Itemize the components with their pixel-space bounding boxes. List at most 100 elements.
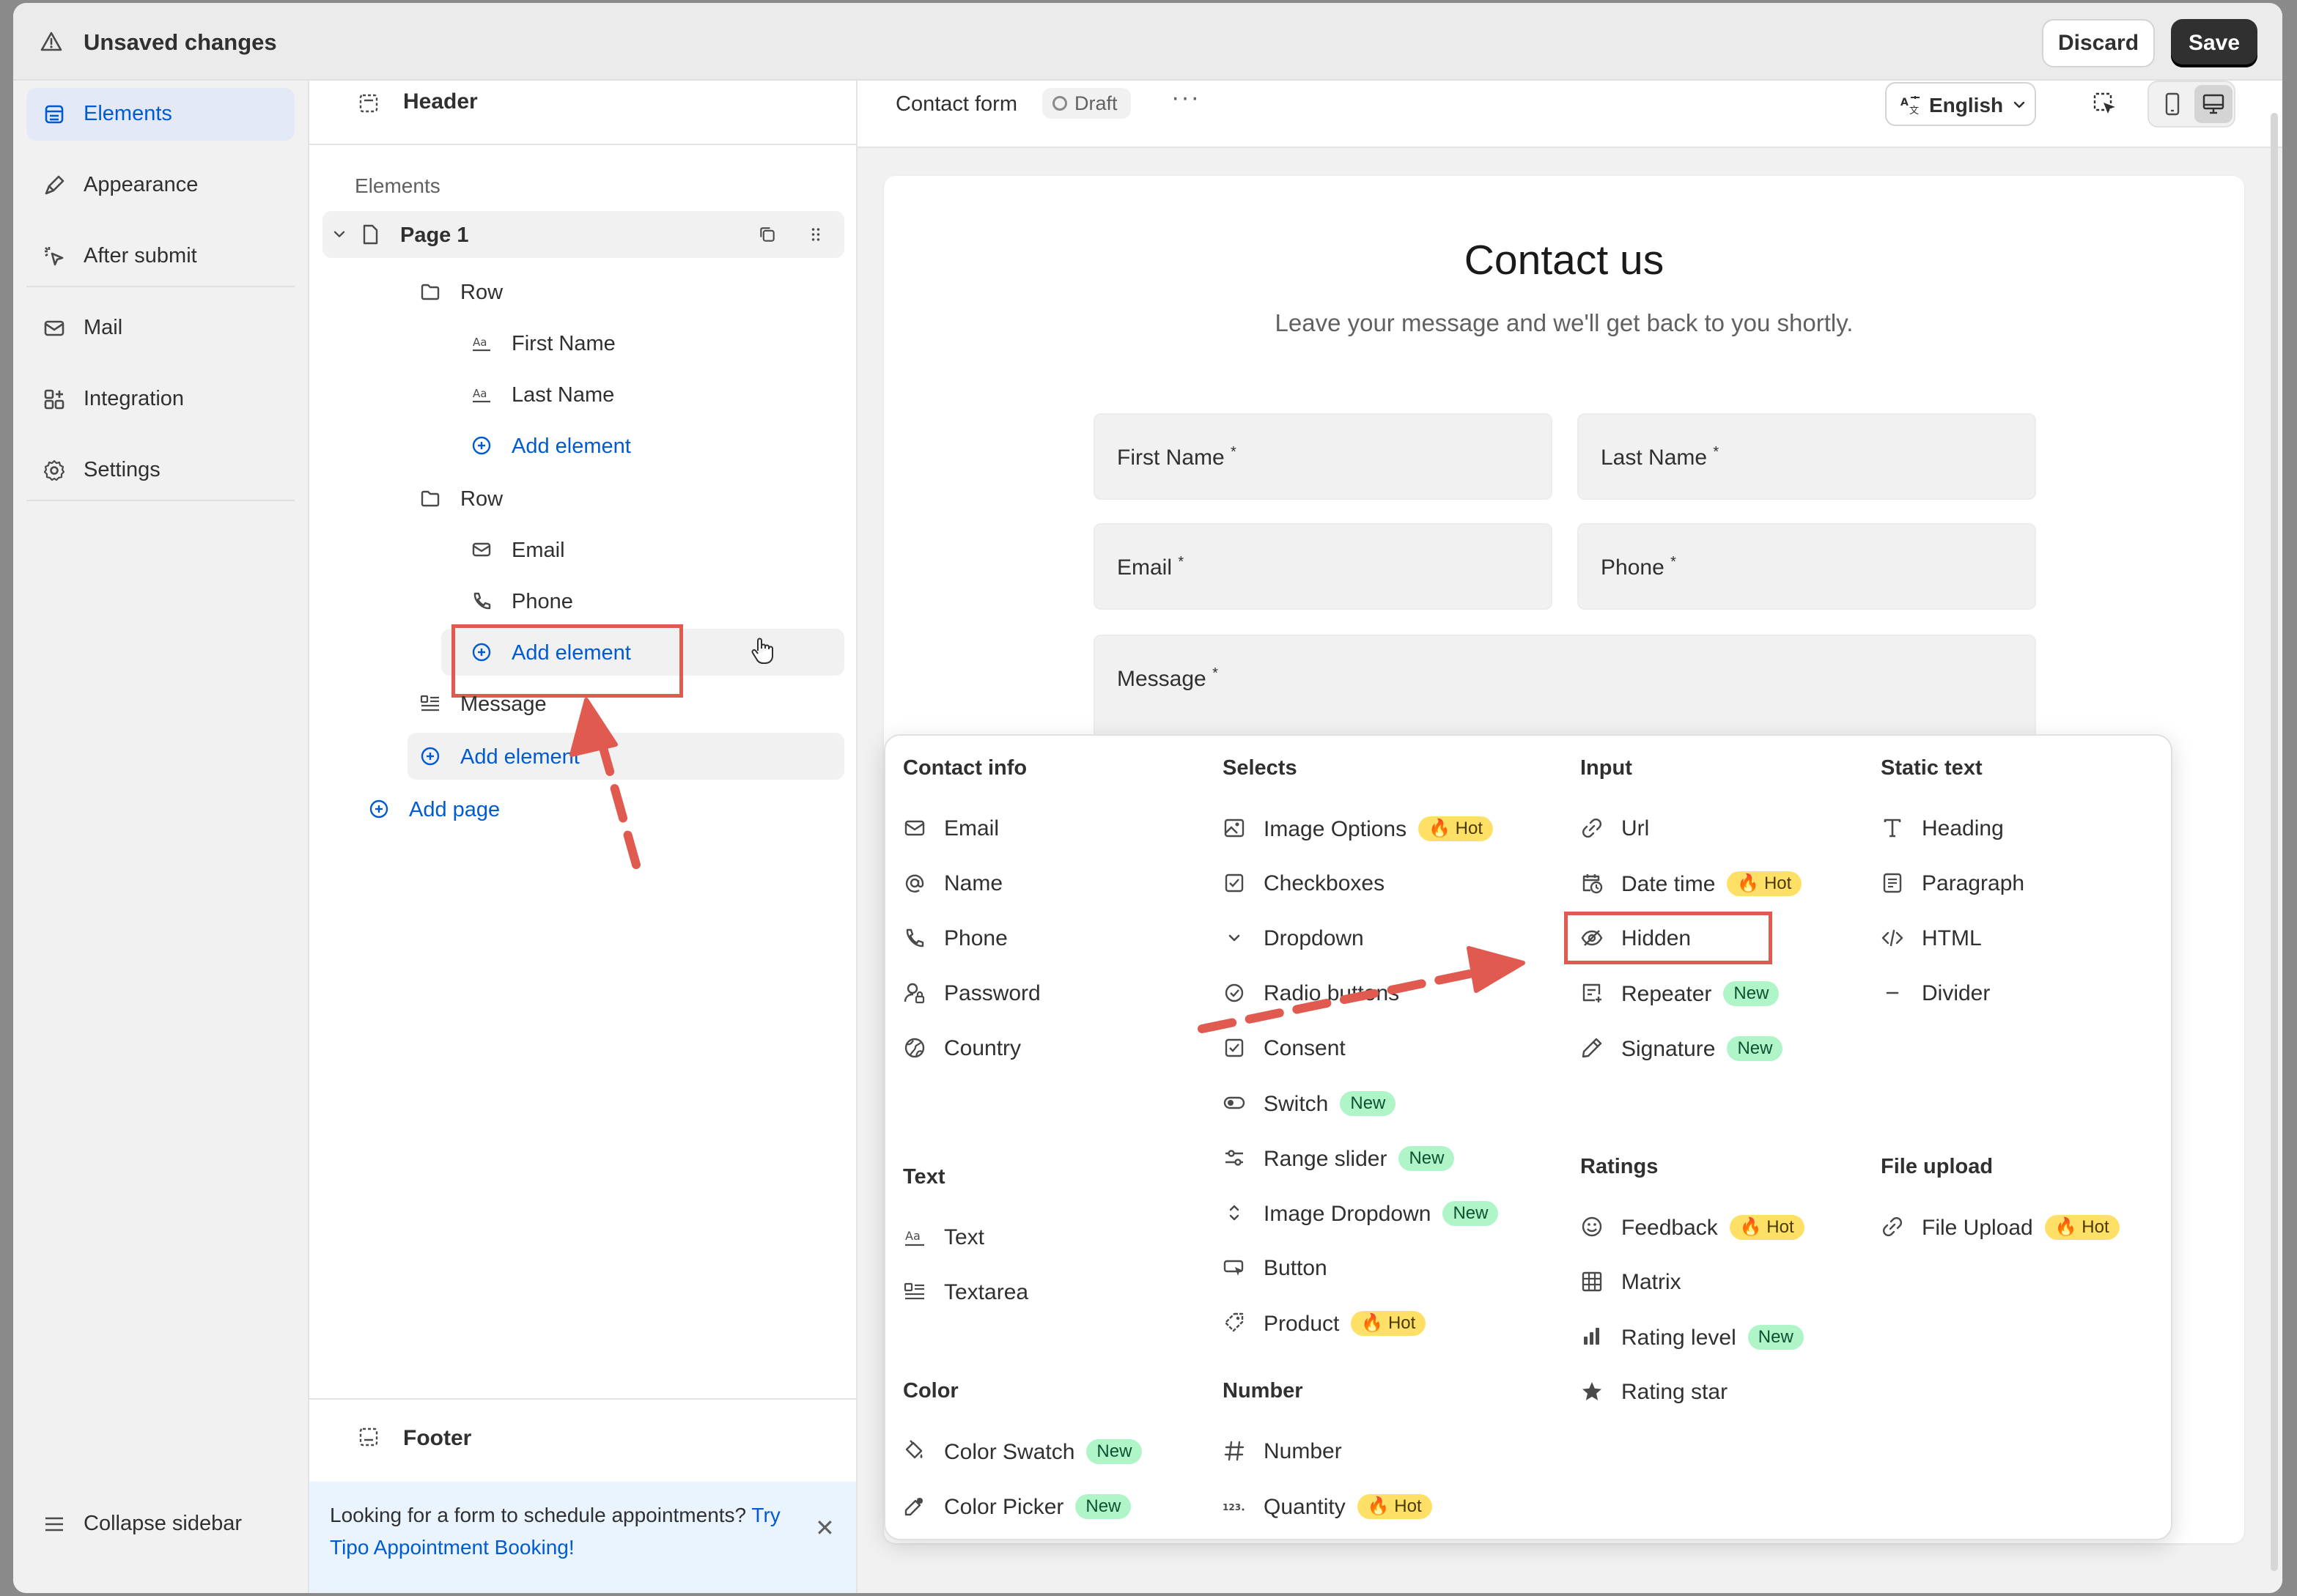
option-html[interactable]: HTML: [1881, 917, 2145, 958]
option-rating-level[interactable]: Rating level New: [1580, 1316, 1859, 1357]
duplicate-icon[interactable]: [758, 225, 777, 244]
option-label: Consent: [1264, 1036, 1346, 1060]
add-page-label: Add page: [409, 798, 501, 821]
option-email[interactable]: Email: [903, 808, 1196, 849]
option-label: Product 🔥 Hot: [1264, 1311, 1426, 1337]
close-icon[interactable]: ✕: [815, 1515, 835, 1541]
option-label: Feedback 🔥 Hot: [1621, 1215, 1804, 1241]
sidebar-item-appearance[interactable]: Appearance: [26, 159, 295, 212]
slider-icon: [1225, 1150, 1243, 1166]
sidebar-item-label: Mail: [84, 316, 123, 339]
option-name[interactable]: Name: [903, 862, 1196, 904]
discard-button[interactable]: Discard: [2042, 19, 2155, 67]
last-name-field[interactable]: Last Name *: [1577, 413, 2036, 500]
field-label-text: Phone: [1601, 555, 1664, 580]
plus-circle-icon: [421, 747, 440, 766]
more-actions-icon[interactable]: ···: [1171, 84, 1201, 111]
desktop-view-button[interactable]: [2194, 85, 2233, 123]
option-file-upload[interactable]: File Upload 🔥 Hot: [1881, 1206, 2159, 1247]
drag-handle-icon[interactable]: [806, 225, 825, 244]
text-field-icon: Aa: [473, 387, 490, 403]
option-repeater[interactable]: Repeater New: [1580, 972, 1859, 1013]
add-element-row2-button[interactable]: Add element: [441, 629, 844, 676]
tree-row[interactable]: Row: [419, 475, 844, 522]
option-phone[interactable]: Phone: [903, 917, 1196, 958]
add-element-label: Add element: [460, 745, 580, 769]
window-scrollbar[interactable]: [2271, 113, 2278, 1571]
collapse-sidebar-button[interactable]: Collapse sidebar: [26, 1498, 295, 1551]
option-radio-buttons[interactable]: Radio buttons: [1223, 972, 1560, 1013]
hot-badge: 🔥 Hot: [1418, 816, 1494, 841]
sidebar-item-integration[interactable]: Integration: [26, 373, 295, 426]
option-hidden[interactable]: Hidden: [1580, 917, 1771, 958]
message-field[interactable]: Message *: [1094, 635, 2036, 752]
banner-link[interactable]: Try Tipo Appointment Booking!: [330, 1504, 781, 1559]
option-button[interactable]: Button: [1223, 1247, 1560, 1288]
nav-divider: [26, 286, 295, 287]
chevron-down-icon[interactable]: [330, 223, 349, 245]
option-quantity[interactable]: 123 Quantity 🔥 Hot: [1223, 1485, 1530, 1526]
tree-item-label: First Name: [512, 332, 616, 355]
option-feedback[interactable]: Feedback 🔥 Hot: [1580, 1206, 1859, 1247]
option-switch[interactable]: Switch New: [1223, 1082, 1560, 1123]
option-text[interactable]: Aa Text: [903, 1216, 1196, 1257]
option-label-text: File Upload: [1922, 1216, 2033, 1240]
hot-badge: 🔥 Hot: [1351, 1311, 1426, 1336]
mobile-view-icon[interactable]: [2158, 89, 2187, 119]
tree-item-first-name[interactable]: Aa First Name: [471, 319, 844, 366]
tree-item-message[interactable]: Message: [419, 680, 844, 727]
tree-page-1[interactable]: Page 1: [322, 211, 844, 258]
select-element-icon[interactable]: [2092, 91, 2118, 117]
option-checkboxes[interactable]: Checkboxes: [1223, 862, 1560, 904]
tree-item-email[interactable]: Email: [471, 526, 844, 573]
phone-icon: [473, 592, 491, 610]
option-rating-star[interactable]: Rating star: [1580, 1371, 1859, 1412]
option-date-time[interactable]: Date time 🔥 Hot: [1580, 862, 1859, 904]
option-color-picker[interactable]: Color Picker New: [903, 1485, 1211, 1526]
tree-header-label: Header: [403, 89, 478, 114]
option-product[interactable]: Product 🔥 Hot: [1223, 1302, 1560, 1343]
option-matrix[interactable]: Matrix: [1580, 1261, 1859, 1302]
field-label: Phone *: [1601, 554, 1676, 580]
option-label: Phone: [944, 926, 1008, 950]
option-divider[interactable]: Divider: [1881, 972, 2145, 1013]
phone-field[interactable]: Phone *: [1577, 523, 2036, 610]
save-button[interactable]: Save: [2171, 19, 2257, 67]
option-range-slider[interactable]: Range slider New: [1223, 1137, 1560, 1178]
folder-icon: [421, 490, 440, 507]
tree-item-phone[interactable]: Phone: [471, 577, 844, 624]
option-heading[interactable]: Heading: [1881, 808, 2145, 849]
tree-item-last-name[interactable]: Aa Last Name: [471, 371, 844, 418]
option-color-swatch[interactable]: Color Swatch New: [903, 1430, 1211, 1471]
tree-row[interactable]: Row: [419, 268, 844, 315]
option-label-text: Image Options: [1264, 817, 1407, 841]
plus-circle-icon: [472, 643, 491, 662]
sidebar-item-elements[interactable]: Elements: [26, 88, 295, 141]
sidebar-item-settings[interactable]: Settings: [26, 444, 295, 497]
option-textarea[interactable]: Textarea: [903, 1271, 1196, 1312]
option-signature[interactable]: Signature New: [1580, 1027, 1859, 1068]
option-country[interactable]: Country: [903, 1027, 1196, 1068]
add-element-page-button[interactable]: Add element: [408, 733, 844, 780]
hot-badge: 🔥 Hot: [1729, 1215, 1804, 1240]
option-image-options[interactable]: Image Options 🔥 Hot: [1223, 808, 1560, 849]
option-label: Divider: [1922, 981, 1991, 1005]
option-password[interactable]: Password: [903, 972, 1196, 1013]
new-badge: New: [1398, 1146, 1455, 1171]
first-name-field[interactable]: First Name *: [1094, 413, 1552, 500]
add-element-row1-button[interactable]: Add element: [471, 422, 844, 469]
add-page-button[interactable]: Add page: [368, 786, 844, 832]
option-consent[interactable]: Consent: [1223, 1027, 1560, 1068]
option-label: Email: [944, 816, 1000, 841]
option-image-dropdown[interactable]: Image Dropdown New: [1223, 1192, 1560, 1233]
option-number[interactable]: Number: [1223, 1430, 1530, 1471]
tree-header-item[interactable]: Header: [309, 81, 856, 145]
option-dropdown[interactable]: Dropdown: [1223, 917, 1560, 958]
option-paragraph[interactable]: Paragraph: [1881, 862, 2145, 904]
sidebar-item-mail[interactable]: Mail: [26, 302, 295, 355]
group-ratings: Ratings: [1580, 1155, 1659, 1178]
option-url[interactable]: Url: [1580, 808, 1859, 849]
sidebar-item-after-submit[interactable]: After submit: [26, 230, 295, 283]
email-field[interactable]: Email *: [1094, 523, 1552, 610]
